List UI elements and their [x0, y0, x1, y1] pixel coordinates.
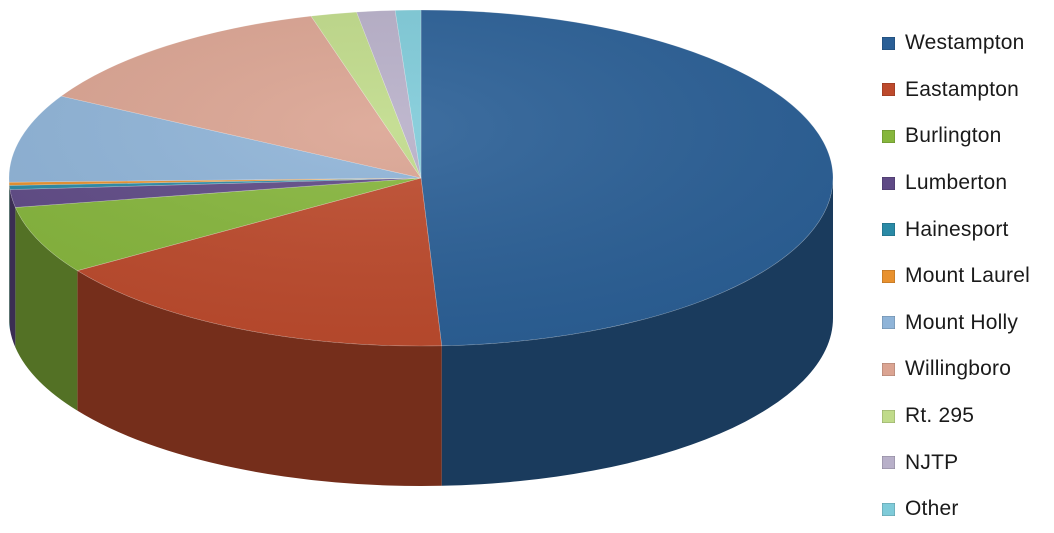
pie-chart: Westampton Eastampton Burlington Lumberton H…	[0, 0, 1054, 516]
slice-side-lumberton	[10, 190, 15, 348]
legend-item-njtp: NJTP	[882, 439, 1050, 486]
legend-label: Mount Laurel	[905, 264, 1030, 288]
legend-item-eastampton: Eastampton	[882, 67, 1050, 114]
legend-label: Other	[905, 497, 959, 521]
legend-label: Lumberton	[905, 171, 1007, 195]
legend-label: NJTP	[905, 451, 958, 475]
legend: Westampton Eastampton Burlington Lumberton H…	[882, 20, 1050, 533]
legend-item-hainesport: Hainesport	[882, 206, 1050, 253]
legend-item-westampton: Westampton	[882, 20, 1050, 67]
legend-swatch	[882, 456, 895, 469]
legend-item-willingboro: Willingboro	[882, 346, 1050, 393]
legend-label: Rt. 295	[905, 404, 974, 428]
legend-swatch	[882, 363, 895, 376]
legend-label: Burlington	[905, 124, 1002, 148]
legend-label: Hainesport	[905, 218, 1009, 242]
legend-swatch	[882, 130, 895, 143]
legend-item-burlington: Burlington	[882, 113, 1050, 160]
legend-item-rt-295: Rt. 295	[882, 393, 1050, 440]
legend-label: Mount Holly	[905, 311, 1018, 335]
pie-top	[9, 10, 833, 346]
legend-swatch	[882, 270, 895, 283]
legend-swatch	[882, 503, 895, 516]
legend-label: Westampton	[905, 31, 1025, 55]
legend-item-mount-laurel: Mount Laurel	[882, 253, 1050, 300]
legend-label: Eastampton	[905, 78, 1019, 102]
legend-label: Willingboro	[905, 357, 1011, 381]
legend-swatch	[882, 177, 895, 190]
legend-item-mount-holly: Mount Holly	[882, 300, 1050, 347]
legend-swatch	[882, 37, 895, 50]
legend-item-other: Other	[882, 486, 1050, 533]
legend-swatch	[882, 316, 895, 329]
legend-swatch	[882, 83, 895, 96]
slice-side-hainesport	[9, 185, 10, 329]
legend-item-lumberton: Lumberton	[882, 160, 1050, 207]
legend-swatch	[882, 223, 895, 236]
legend-swatch	[882, 410, 895, 423]
